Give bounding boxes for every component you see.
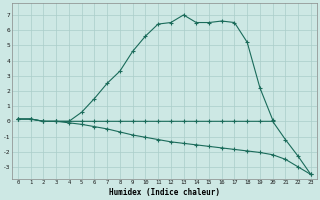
- X-axis label: Humidex (Indice chaleur): Humidex (Indice chaleur): [109, 188, 220, 197]
